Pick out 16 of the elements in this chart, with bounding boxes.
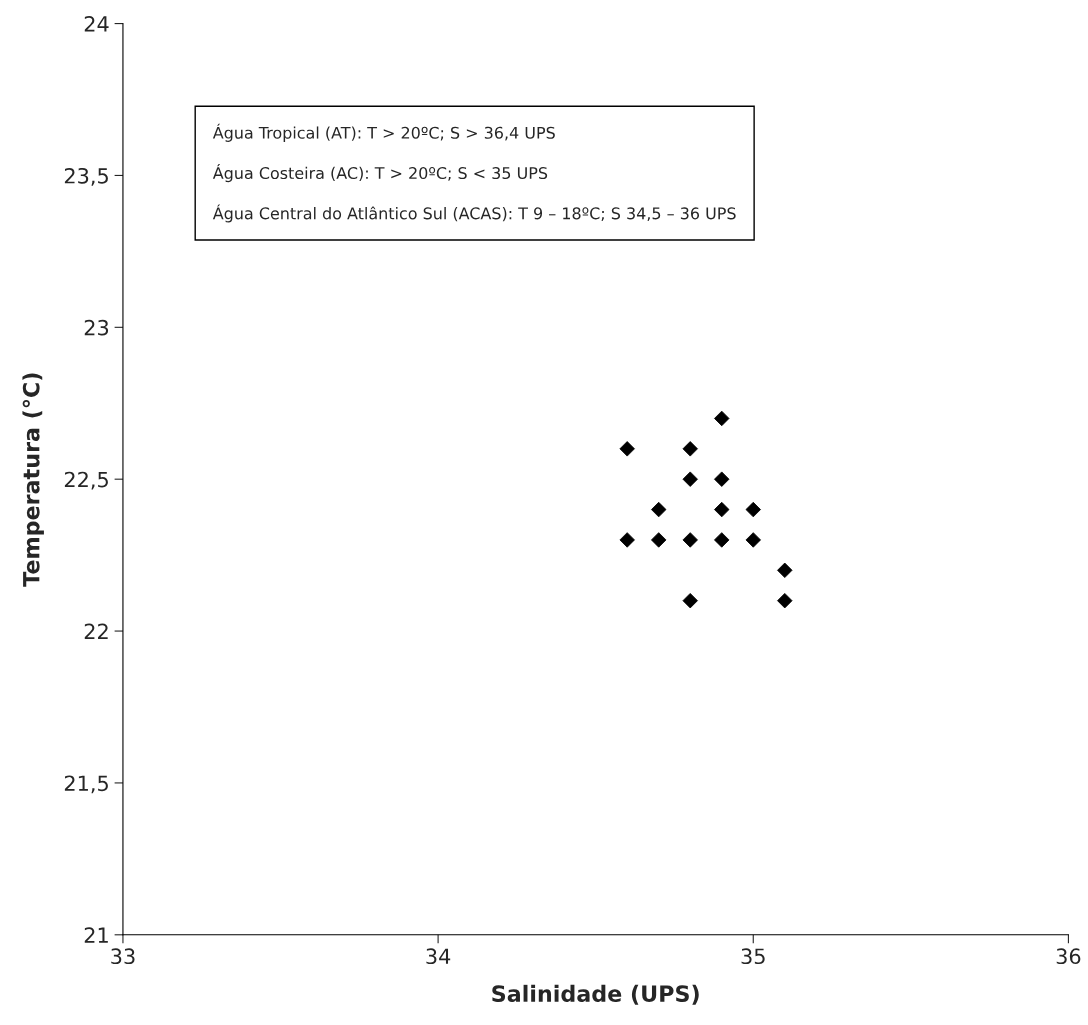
x-tick-label: 35 (741, 948, 765, 965)
y-tick-label: 23 (84, 319, 109, 336)
y-axis-title: Temperatura (°C) (22, 373, 44, 587)
x-tick-label: 34 (426, 948, 451, 965)
x-tick-label: 36 (1056, 948, 1081, 965)
annotation: Água Costeira (AC): T > 20ºC; S < 35 UPS (212, 164, 548, 183)
y-tick-label: 21 (84, 927, 108, 943)
y-tick-label: 24 (84, 16, 109, 32)
y-tick-label: 23,5 (64, 167, 108, 186)
x-axis-title: Salinidade (UPS) (492, 984, 699, 1005)
x-tick-label: 33 (111, 948, 135, 965)
y-tick-label: 22,5 (64, 471, 108, 490)
y-tick-label: 21,5 (64, 775, 108, 794)
y-tick-label: 22 (84, 623, 108, 639)
annotation: Água Tropical (AT): T > 20ºC; S > 36,4 UPS (212, 123, 555, 142)
annotation: Água Central do Atlântico Sul (ACAS): T 9 – 18ºC; S 34,5 – 36 UPS (212, 204, 736, 223)
